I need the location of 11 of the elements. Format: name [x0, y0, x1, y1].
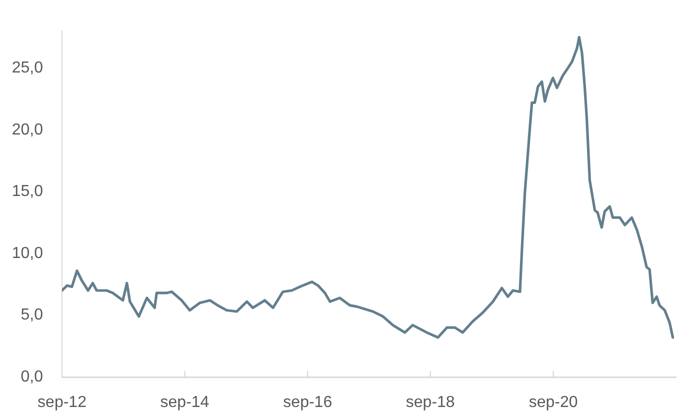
- y-tick-label: 25,0: [12, 59, 44, 76]
- x-tick-label: sep-16: [283, 394, 332, 412]
- y-tick-label: 5,0: [20, 306, 44, 324]
- y-tick-label: 15,0: [12, 183, 44, 200]
- x-tick-label: sep-18: [406, 394, 455, 412]
- x-tick-label: sep-20: [528, 394, 578, 412]
- y-tick-label: 10,0: [12, 244, 44, 262]
- x-tick-label: sep-14: [160, 394, 210, 412]
- y-tick-label: 20,0: [12, 121, 44, 138]
- x-tick-label: sep-12: [38, 394, 87, 412]
- y-tick-label: 0,0: [20, 368, 44, 386]
